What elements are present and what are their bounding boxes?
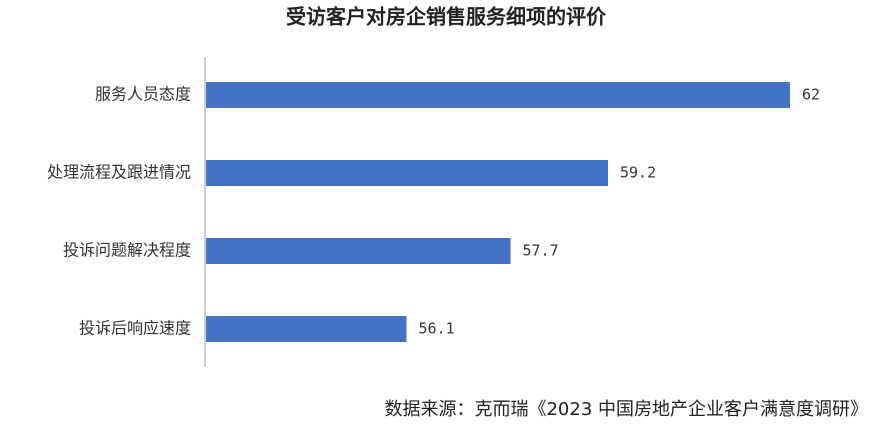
value-label: 56.1: [419, 320, 455, 338]
source-note: 数据来源：克而瑞《2023 中国房地产企业客户满意度调研》: [384, 399, 868, 420]
y-tick-label: 处理流程及跟进情况: [47, 163, 191, 182]
bar: [206, 238, 511, 264]
value-label: 62: [802, 86, 820, 104]
bar: [206, 160, 608, 186]
chart-title: 受访客户对房企销售服务细项的评价: [286, 5, 607, 29]
bar: [206, 82, 790, 108]
y-tick-label: 服务人员态度: [95, 85, 191, 104]
value-label: 57.7: [523, 242, 559, 260]
bar: [206, 316, 407, 342]
value-label: 59.2: [620, 164, 656, 182]
y-tick-label: 投诉问题解决程度: [63, 241, 191, 260]
y-tick-label: 投诉后响应速度: [79, 319, 191, 338]
